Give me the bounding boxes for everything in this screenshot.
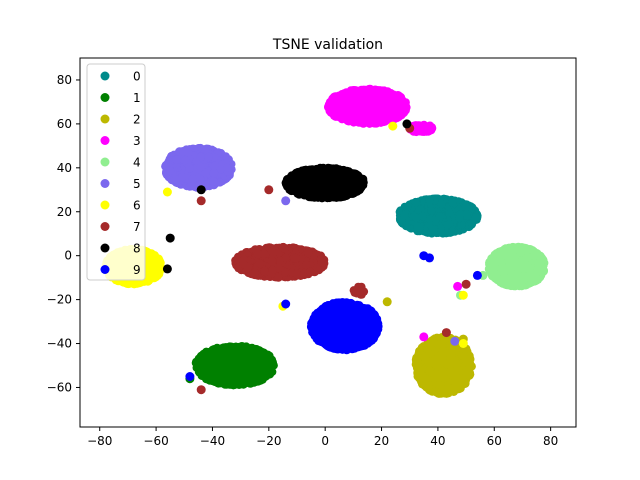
- point-class-0: [455, 214, 464, 223]
- point-class-0: [400, 210, 409, 220]
- point-class-1: [221, 360, 230, 369]
- point-class-0: [415, 223, 424, 232]
- point-class-1: [202, 360, 211, 369]
- point-class-1: [255, 368, 264, 378]
- point-class-0: [429, 225, 438, 234]
- point-class-3: [424, 126, 433, 135]
- point-class-2: [425, 342, 435, 351]
- point-class-0: [411, 197, 420, 207]
- point-class-2: [452, 385, 461, 394]
- point-class-2: [425, 366, 434, 375]
- point-class-3: [334, 108, 344, 117]
- point-class-1: [191, 358, 201, 368]
- point-class-2: [436, 351, 445, 360]
- point-class-1: [246, 373, 256, 383]
- point-class-3: [346, 90, 355, 100]
- point-class-3: [375, 114, 384, 123]
- point-class-2: [411, 360, 421, 369]
- point-class-2: [434, 373, 444, 383]
- point-class-1: [249, 345, 258, 355]
- point-class-1: [216, 351, 226, 360]
- point-class-0: [448, 198, 457, 207]
- chart-title: TSNE validation: [272, 37, 383, 53]
- point-class-1: [219, 343, 228, 352]
- point-class-2: [460, 378, 469, 387]
- point-class-0: [437, 200, 446, 209]
- point-class-3: [381, 106, 390, 116]
- point-class-2: [445, 348, 455, 358]
- point-class-0: [461, 202, 471, 212]
- point-class-0: [412, 213, 421, 222]
- point-class-1: [235, 378, 245, 388]
- plot-area: [80, 58, 576, 427]
- series-1: [191, 342, 278, 390]
- point-class-0: [435, 212, 445, 221]
- point-class-3: [401, 101, 410, 111]
- point-class-2: [452, 360, 461, 369]
- point-class-1: [245, 361, 254, 371]
- point-class-3: [346, 115, 355, 125]
- point-class-2: [447, 368, 457, 377]
- point-class-2: [423, 357, 432, 366]
- point-class-0: [471, 213, 481, 222]
- point-class-0: [425, 195, 434, 205]
- point-class-2: [437, 387, 446, 397]
- point-class-1: [202, 370, 212, 379]
- point-class-3: [328, 99, 338, 108]
- series-0: [395, 194, 482, 238]
- point-class-1: [260, 359, 270, 369]
- point-class-1: [209, 353, 218, 362]
- point-class-3: [341, 102, 351, 112]
- point-class-2: [420, 374, 430, 384]
- point-class-3: [396, 92, 405, 101]
- point-class-1: [236, 348, 246, 357]
- point-class-3: [357, 108, 367, 117]
- point-class-3: [351, 100, 360, 110]
- point-class-2: [463, 359, 473, 368]
- point-class-1: [234, 369, 243, 379]
- point-class-0: [427, 206, 436, 216]
- point-class-3: [395, 109, 404, 119]
- point-class-0: [402, 202, 412, 212]
- point-class-3: [380, 89, 390, 99]
- point-class-3: [361, 85, 371, 95]
- point-class-1: [268, 359, 277, 368]
